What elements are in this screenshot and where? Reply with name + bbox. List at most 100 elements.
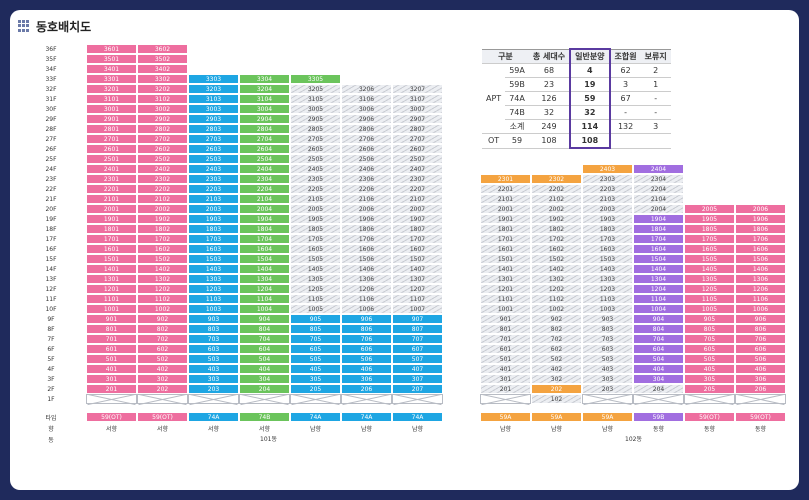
unit-cell: 1004 xyxy=(633,304,684,314)
unit-cell: 503 xyxy=(582,354,633,364)
unit-cell: 702 xyxy=(137,334,188,344)
layout-frame: 동호배치도 36F 35F 34F 33F 32F 31F 30F 29F 28F 27F 26F 2… xyxy=(10,10,799,490)
unit-cell: 3601 xyxy=(86,44,137,54)
unit-cell: 2103 xyxy=(188,194,239,204)
unit-cell: 501 xyxy=(86,354,137,364)
unit-cell: 2201 xyxy=(480,184,531,194)
summary-cell: 108 xyxy=(528,133,571,149)
unit-cell: 2404 xyxy=(633,164,684,174)
floor-label: 10F xyxy=(45,305,57,313)
summary-row: 74B 32 32- - xyxy=(482,105,671,120)
unit-cell xyxy=(290,394,341,404)
facing-cell: 서향 xyxy=(105,425,118,433)
unit-cell: 602 xyxy=(531,344,582,354)
unit-cell: 2605 xyxy=(290,144,341,154)
unit-cell: 903 xyxy=(188,314,239,324)
unit-cell: 1207 xyxy=(392,284,443,294)
unit-cell: 2103 xyxy=(582,194,633,204)
unit-cell: 3206 xyxy=(341,84,392,94)
floor-label: 3F xyxy=(47,375,55,383)
unit-cell: 1405 xyxy=(684,264,735,274)
unit-cell: 1002 xyxy=(137,304,188,314)
unit-cell: 2803 xyxy=(188,124,239,134)
unit-cell: 1702 xyxy=(531,234,582,244)
unit-cell: 2207 xyxy=(392,184,443,194)
unit-cell: 1105 xyxy=(684,294,735,304)
summary-cell: 132 xyxy=(609,119,641,134)
unit-cell: 1904 xyxy=(239,214,290,224)
unit-cell: 601 xyxy=(480,344,531,354)
unit-cell: 1406 xyxy=(341,264,392,274)
unit-cell: 2306 xyxy=(341,174,392,184)
unit-cell: 2305 xyxy=(290,174,341,184)
unit-cell: 1501 xyxy=(86,254,137,264)
summary-cell: - xyxy=(640,105,671,120)
unit-cell: 1206 xyxy=(341,284,392,294)
unit-cell: 1107 xyxy=(392,294,443,304)
unit-cell: 2705 xyxy=(290,134,341,144)
unit-cell: 802 xyxy=(531,324,582,334)
unit-cell: 706 xyxy=(341,334,392,344)
unit-cell: 1801 xyxy=(480,224,531,234)
summary-cell: - xyxy=(640,91,671,106)
unit-cell: 1505 xyxy=(290,254,341,264)
unit-cell: 1606 xyxy=(341,244,392,254)
facing-cell: 동향 xyxy=(754,425,767,433)
unit-cell: 3602 xyxy=(137,44,188,54)
summary-cell: 19 xyxy=(569,77,611,92)
unit-cell: 2102 xyxy=(531,194,582,204)
unit-cell: 2904 xyxy=(239,114,290,124)
unit-cell: 603 xyxy=(188,344,239,354)
unit-cell: 2104 xyxy=(633,194,684,204)
unit-cell: 3303 xyxy=(188,74,239,84)
unit-cell: 704 xyxy=(633,334,684,344)
unit-cell: 1403 xyxy=(188,264,239,274)
unit-cell: 2004 xyxy=(239,204,290,214)
unit-cell: 3402 xyxy=(137,64,188,74)
unit-cell: 1407 xyxy=(392,264,443,274)
type-cell: 59(OT) xyxy=(137,412,188,422)
unit-cell: 502 xyxy=(531,354,582,364)
unit-cell: 1403 xyxy=(582,264,633,274)
grid-icon xyxy=(18,19,31,33)
unit-cell: 805 xyxy=(684,324,735,334)
summary-cell xyxy=(640,133,671,149)
unit-cell: 2201 xyxy=(86,184,137,194)
unit-cell: 605 xyxy=(684,344,735,354)
unit-cell: 1702 xyxy=(137,234,188,244)
unit-cell: 602 xyxy=(137,344,188,354)
summary-cell: 소계 xyxy=(505,119,529,134)
unit-cell: 1106 xyxy=(341,294,392,304)
unit-cell: 2403 xyxy=(582,164,633,174)
unit-cell: 1501 xyxy=(480,254,531,264)
unit-cell: 1101 xyxy=(480,294,531,304)
unit-cell xyxy=(137,394,188,404)
unit-cell: 1603 xyxy=(188,244,239,254)
unit-cell: 2405 xyxy=(290,164,341,174)
unit-cell: 1504 xyxy=(633,254,684,264)
unit-cell: 2101 xyxy=(480,194,531,204)
unit-cell: 2004 xyxy=(633,204,684,214)
unit-cell: 2507 xyxy=(392,154,443,164)
unit-cell: 705 xyxy=(290,334,341,344)
unit-cell: 1004 xyxy=(239,304,290,314)
unit-cell: 1104 xyxy=(239,294,290,304)
floor-label: 13F xyxy=(45,275,57,283)
floor-label: 9F xyxy=(47,315,55,323)
unit-cell: 1707 xyxy=(392,234,443,244)
unit-cell: 606 xyxy=(341,344,392,354)
unit-cell: 506 xyxy=(341,354,392,364)
unit-cell: 804 xyxy=(633,324,684,334)
unit-cell: 807 xyxy=(392,324,443,334)
unit-cell: 906 xyxy=(735,314,786,324)
unit-cell: 702 xyxy=(531,334,582,344)
unit-cell xyxy=(633,394,684,404)
summary-cell: 74A xyxy=(505,91,529,106)
summary-cell: 62 xyxy=(609,63,641,78)
unit-cell: 503 xyxy=(188,354,239,364)
unit-cell: 3202 xyxy=(137,84,188,94)
summary-cell: 74B xyxy=(505,105,529,120)
floor-label: 12F xyxy=(45,285,57,293)
type-cell: 74A xyxy=(341,412,392,422)
unit-cell: 1204 xyxy=(633,284,684,294)
